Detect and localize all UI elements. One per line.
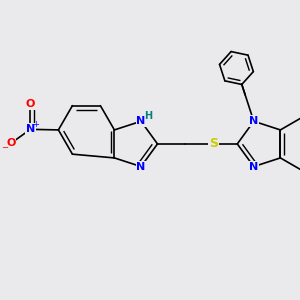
Text: +: + [32,120,39,129]
Text: N: N [249,116,258,126]
Text: S: S [209,137,218,150]
Text: N: N [249,162,258,172]
Text: O: O [6,138,16,148]
Text: −: − [1,143,8,152]
Text: N: N [136,162,146,172]
Text: O: O [26,99,35,109]
Text: N: N [136,116,146,126]
Text: H: H [144,111,152,121]
Text: N: N [26,124,35,134]
